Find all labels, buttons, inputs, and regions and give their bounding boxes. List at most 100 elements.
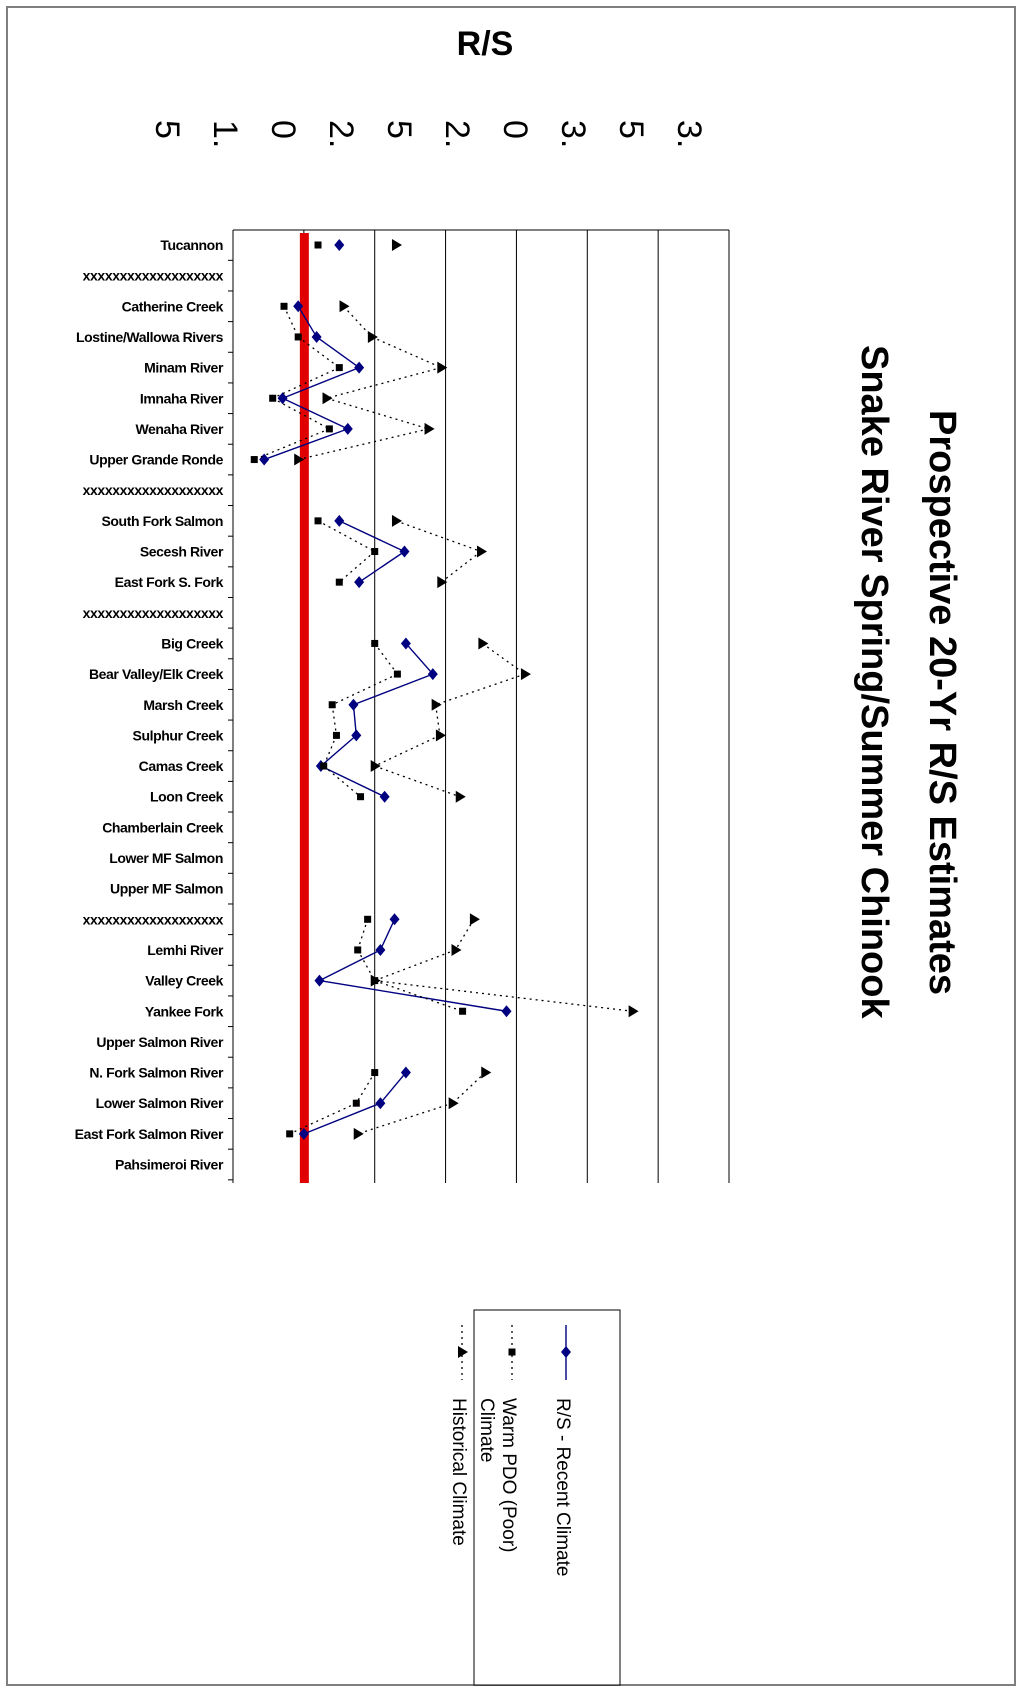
series-0-point-10	[399, 545, 410, 558]
series-1-segment	[254, 428, 330, 461]
series-2-segment	[374, 949, 456, 982]
category-label-5: Imnaha River	[140, 390, 224, 406]
category-label-24: Valley Creek	[145, 973, 223, 989]
series-2-segment	[374, 734, 441, 767]
x-tick-label-4: 5	[380, 120, 418, 139]
series-0-point-14	[427, 668, 438, 681]
series-2-segment	[374, 979, 633, 1012]
series-1-point-14	[393, 670, 401, 678]
series-2-segment	[435, 704, 441, 736]
series-2-segment	[326, 366, 442, 399]
category-label-4: Minam River	[144, 360, 224, 376]
series-0-point-15	[348, 698, 359, 711]
series-0-segment	[320, 765, 385, 798]
series-0-point-9	[334, 514, 345, 527]
category-label-27: N. Fork Salmon River	[89, 1065, 224, 1081]
series-0-point-16	[351, 729, 362, 742]
series-2-segment	[374, 765, 460, 798]
series-0-point-0	[334, 239, 345, 251]
series-1-point-3	[294, 333, 302, 341]
series-0-point-6	[342, 422, 353, 435]
series-1-segment	[374, 643, 398, 675]
series-1-point-2	[280, 302, 288, 310]
legend-label-2: Historical Climate	[448, 1398, 469, 1546]
legend-label-1: Warm PDO (Poor)	[498, 1398, 519, 1552]
category-label-16: Sulphur Creek	[133, 727, 224, 743]
series-2-point-3	[367, 330, 378, 343]
label-layer: 5 1. 0 2. 5 2. 0 3. 5 3. Tucannon xxxxxxxxxxxxxxxxx…	[75, 120, 708, 1173]
series-2-point-23	[451, 943, 462, 956]
reference-line	[299, 233, 309, 1183]
series-0-point-3	[311, 330, 322, 343]
x-tick-label-7: 3.	[554, 120, 592, 148]
category-label-29: East Fork Salmon River	[75, 1126, 224, 1142]
series-2	[294, 239, 639, 1140]
series-1-segment	[289, 1102, 357, 1135]
series-2-segment	[371, 336, 442, 369]
series-1-point-13	[371, 639, 379, 647]
chart-subtitle: Snake River Spring/Summer Chinook	[853, 345, 895, 1019]
series-0-segment	[353, 673, 434, 706]
category-label-9: South Fork Salmon	[101, 513, 223, 529]
series-0-point-11	[354, 576, 365, 589]
category-label-28: Lower Salmon River	[96, 1095, 224, 1111]
series-1-point-5	[269, 394, 277, 402]
category-label-1: xxxxxxxxxxxxxxxxxxx	[83, 268, 224, 284]
legend-label-1-cont: Climate	[476, 1398, 497, 1462]
series-0-segment	[379, 919, 396, 951]
category-label-12: xxxxxxxxxxxxxxxxxxx	[83, 605, 224, 621]
series-1-segment	[317, 520, 376, 553]
legend-marker-0	[561, 1346, 571, 1358]
series-1-point-25	[459, 1007, 467, 1015]
series-2-point-9	[391, 514, 402, 527]
series-2-point-25	[628, 1005, 639, 1018]
category-label-25: Yankee Fork	[145, 1003, 224, 1019]
x-tick-label-6: 0	[496, 120, 534, 139]
legend-label-0: R/S - Recent Climate	[552, 1398, 573, 1576]
category-label-22: xxxxxxxxxxxxxxxxxxx	[83, 911, 224, 927]
series-1-point-28	[352, 1099, 360, 1107]
category-label-8: xxxxxxxxxxxxxxxxxxx	[83, 482, 224, 498]
series-0-point-25	[501, 1005, 512, 1018]
series-2-point-11	[437, 576, 448, 589]
series-1-segment	[374, 979, 463, 1012]
series-1-segment	[272, 367, 340, 399]
series-0	[259, 239, 512, 1140]
series-1-point-18	[357, 793, 365, 801]
category-label-21: Upper MF Salmon	[110, 881, 223, 897]
series-1-point-6	[325, 425, 333, 433]
series-1-segment	[357, 919, 369, 951]
series-0-point-24	[314, 974, 325, 987]
x-tick-label-9: 3.	[670, 120, 708, 148]
series-0-segment	[319, 949, 381, 982]
x-tick-label-5: 2.	[438, 120, 476, 148]
series-2-point-2	[339, 300, 350, 313]
series-2-point-6	[424, 422, 435, 435]
chart-title: Prospective 20-Yr R/S Estimates	[921, 410, 963, 995]
series-1-point-0	[314, 241, 322, 249]
series-0-segment	[263, 428, 349, 461]
series-2-segment	[395, 520, 482, 553]
series-layer	[250, 239, 639, 1140]
series-1-point-7	[250, 456, 258, 464]
category-label-19: Chamberlain Creek	[102, 819, 223, 835]
category-label-23: Lemhi River	[147, 942, 224, 958]
series-1-point-10	[371, 548, 379, 555]
series-1-segment	[283, 306, 299, 338]
x-axis-title: R/S	[457, 25, 514, 63]
series-2-point-14	[520, 668, 531, 681]
series-2-point-22	[469, 913, 480, 926]
series-0-point-13	[400, 637, 411, 650]
category-label-18: Loon Creek	[150, 789, 224, 805]
series-0-point-29	[298, 1127, 309, 1140]
series-0-point-2	[293, 300, 304, 313]
category-label-14: Bear Valley/Elk Creek	[89, 666, 224, 682]
series-2-segment	[440, 550, 482, 583]
series-2-point-29	[353, 1127, 364, 1140]
series-2-point-18	[455, 790, 466, 803]
category-label-15: Marsh Creek	[143, 697, 223, 713]
x-tick-label-1: 1.	[206, 120, 244, 148]
series-0-segment	[320, 734, 357, 767]
x-tick-label-0: 5	[148, 120, 186, 139]
